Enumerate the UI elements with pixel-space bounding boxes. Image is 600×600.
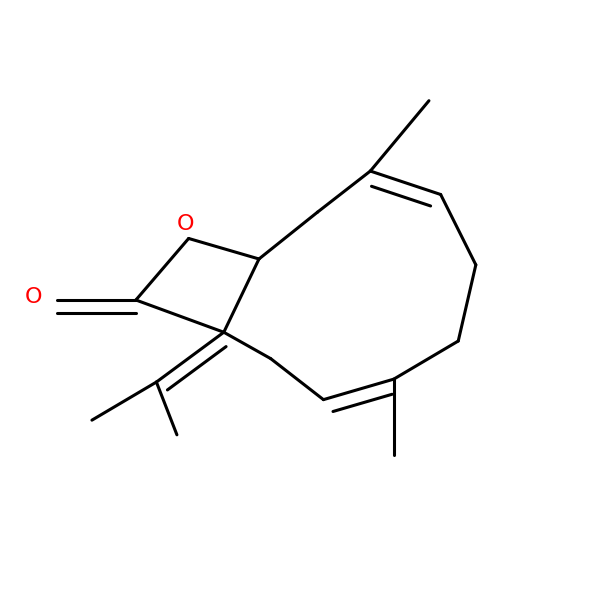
- Text: O: O: [25, 287, 42, 307]
- Text: O: O: [177, 214, 194, 234]
